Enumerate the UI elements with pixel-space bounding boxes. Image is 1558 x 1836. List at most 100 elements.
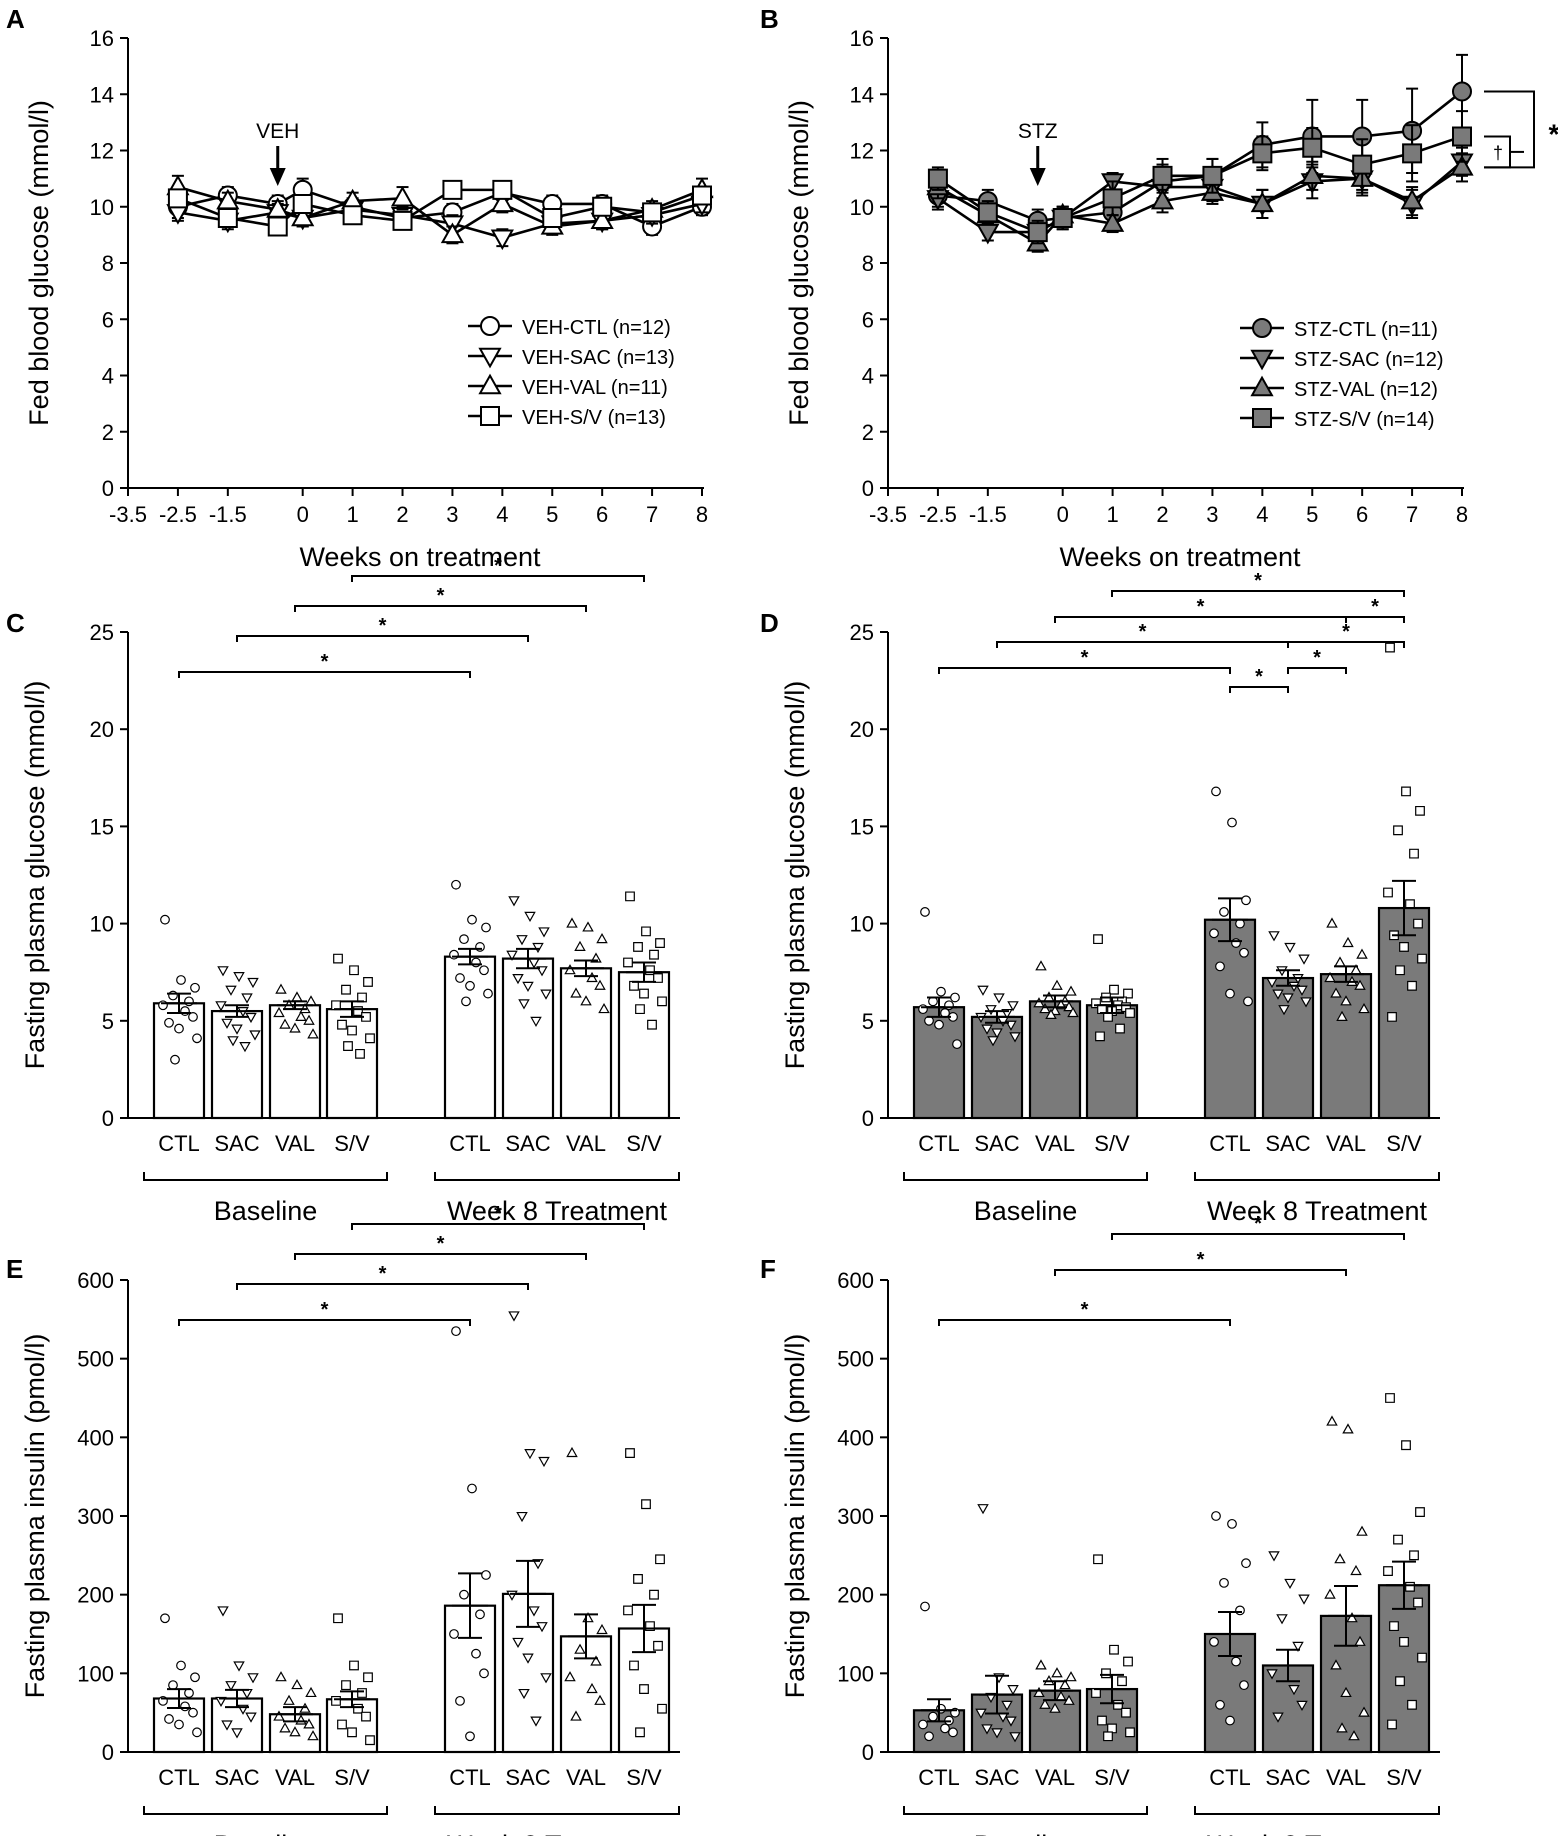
y-tick-label: 8 xyxy=(102,251,114,276)
data-point xyxy=(1288,1685,1300,1696)
data-point xyxy=(365,1033,375,1044)
data-point xyxy=(1231,938,1241,948)
data-point xyxy=(1342,936,1354,948)
data-point xyxy=(516,1511,528,1523)
significance-star: * xyxy=(1081,647,1089,669)
data-point xyxy=(1097,1715,1107,1726)
data-point xyxy=(518,999,530,1010)
y-axis-title: Fasting plasma glucose (mmol/l) xyxy=(780,681,810,1070)
significance-bracket xyxy=(1054,1269,1347,1276)
data-point xyxy=(1399,942,1409,952)
data-point xyxy=(307,1028,319,1039)
data-point xyxy=(1117,1676,1127,1687)
significance-bracket xyxy=(178,1319,471,1326)
data-point xyxy=(167,188,188,209)
y-tick-label: 20 xyxy=(90,717,114,742)
data-point xyxy=(192,1727,202,1738)
legend: VEH-CTL (n=12) VEH-SAC (n=13) VEH-VAL (n=1… xyxy=(468,316,675,429)
data-point xyxy=(1009,1732,1021,1743)
category-label: S/V xyxy=(626,1765,662,1790)
group-bracket xyxy=(143,1806,388,1815)
y-tick-label: 12 xyxy=(90,139,114,164)
x-tick-label: 8 xyxy=(1456,502,1468,527)
legend-label: STZ-CTL (n=11) xyxy=(1294,319,1438,341)
data-point xyxy=(1007,1685,1019,1696)
data-point xyxy=(590,208,614,230)
significance-bracket xyxy=(938,1319,1231,1326)
data-point xyxy=(1266,1669,1278,1680)
data-point xyxy=(1202,165,1223,186)
data-point xyxy=(985,1692,997,1704)
data-point xyxy=(975,1708,987,1719)
data-point xyxy=(1278,1005,1290,1016)
y-tick-label: 25 xyxy=(90,620,114,645)
data-point xyxy=(289,1726,301,1737)
data-point xyxy=(1045,1008,1057,1020)
data-point xyxy=(629,1660,639,1671)
data-point xyxy=(279,1722,291,1733)
data-point xyxy=(657,996,667,1007)
panel-letter-c: C xyxy=(6,608,25,638)
data-point xyxy=(273,1710,285,1721)
data-point xyxy=(1452,81,1472,102)
data-point xyxy=(215,1696,227,1708)
category-label: S/V xyxy=(626,1131,662,1156)
data-point xyxy=(1387,1719,1397,1730)
x-tick-label: -2.5 xyxy=(159,502,197,527)
significance-dagger: † xyxy=(1493,143,1503,163)
y-tick-label: 8 xyxy=(862,251,874,276)
data-point xyxy=(1227,1518,1237,1529)
data-point xyxy=(1326,1415,1338,1426)
data-point xyxy=(1125,1727,1135,1738)
significance-star: * xyxy=(1371,596,1379,618)
y-tick-label: 500 xyxy=(77,1347,114,1372)
data-point xyxy=(1093,1554,1103,1565)
significance-bracket xyxy=(294,1253,587,1260)
data-point xyxy=(231,1024,243,1035)
data-point xyxy=(1225,988,1235,999)
data-point xyxy=(1284,942,1296,954)
data-point xyxy=(985,1005,997,1016)
y-tick-label: 300 xyxy=(77,1504,114,1529)
category-label: VAL xyxy=(275,1131,315,1156)
data-point xyxy=(1336,1722,1348,1733)
panel-c-chart: 0 5 10 15 20 25 Fasting plasma glucose (mmol/l… xyxy=(20,555,680,1226)
data-point xyxy=(390,185,415,207)
significance-bracket xyxy=(1287,641,1405,648)
y-tick-label: 0 xyxy=(102,476,114,501)
x-tick-label: 4 xyxy=(496,502,508,527)
data-point xyxy=(993,993,1005,1004)
data-point xyxy=(1282,993,1294,1004)
category-label: VAL xyxy=(1035,1765,1075,1790)
data-point xyxy=(1152,165,1173,186)
data-point xyxy=(623,1605,633,1616)
category-label: CTL xyxy=(1209,1765,1251,1790)
data-point xyxy=(625,891,635,902)
data-point xyxy=(952,1039,962,1050)
data-point xyxy=(305,1686,317,1698)
data-point xyxy=(594,979,606,990)
data-point xyxy=(635,1727,645,1738)
legend: STZ-CTL (n=11) STZ-SAC (n=12) STZ-VAL (n=1… xyxy=(1240,318,1443,431)
category-label: CTL xyxy=(158,1765,200,1790)
data-point xyxy=(977,202,998,223)
data-point xyxy=(160,1613,170,1624)
data-point xyxy=(532,942,544,954)
data-point xyxy=(1121,1707,1131,1718)
significance-bracket xyxy=(236,1283,529,1290)
data-point xyxy=(1113,1699,1123,1710)
x-tick-label: 1 xyxy=(1106,502,1118,527)
data-point xyxy=(1292,1641,1304,1652)
data-point xyxy=(592,196,613,217)
data-point xyxy=(1417,953,1427,964)
y-tick-label: 4 xyxy=(102,364,114,389)
data-point xyxy=(649,949,659,960)
y-tick-label: 20 xyxy=(850,717,874,742)
data-point xyxy=(540,989,552,1000)
significance-bracket xyxy=(351,1223,645,1230)
legend-label: VEH-S/V (n=13) xyxy=(522,407,666,429)
x-tick-label: 1 xyxy=(346,502,358,527)
data-point xyxy=(1209,1636,1219,1647)
data-point xyxy=(950,992,960,1003)
data-point xyxy=(1395,965,1405,976)
